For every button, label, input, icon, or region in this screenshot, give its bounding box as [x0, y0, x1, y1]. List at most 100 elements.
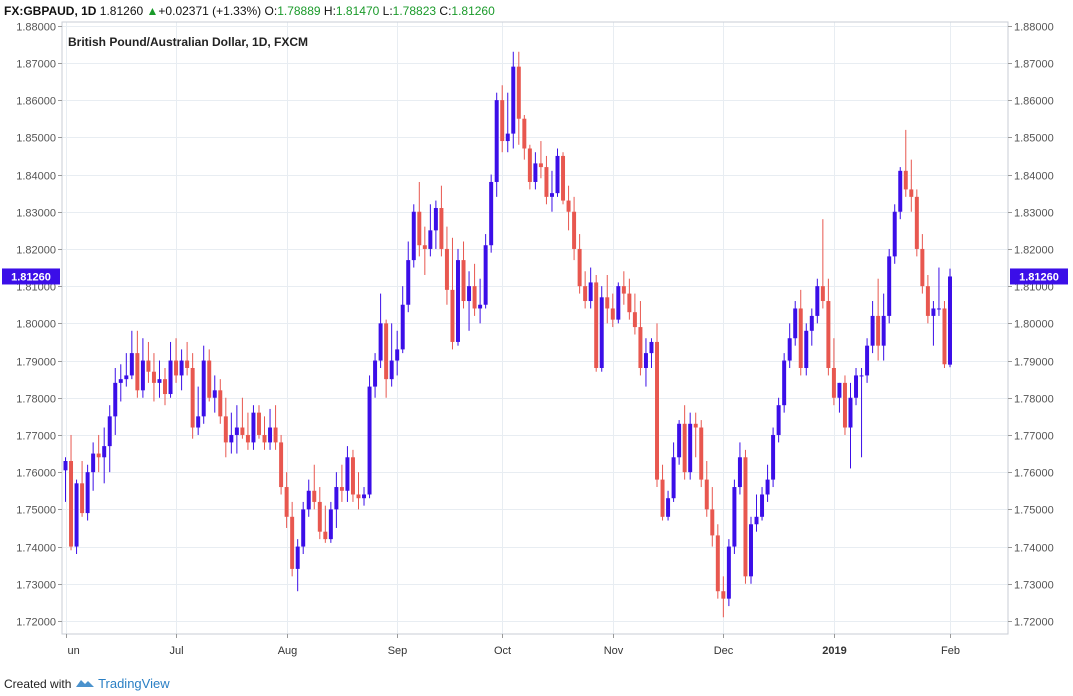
candle-body[interactable] — [91, 453, 96, 473]
candle[interactable] — [837, 382, 842, 413]
candle[interactable] — [433, 200, 438, 249]
candle[interactable] — [793, 301, 798, 346]
candle-body[interactable] — [793, 308, 798, 339]
candle-body[interactable] — [406, 260, 411, 305]
candle-body[interactable] — [444, 248, 449, 290]
candle-body[interactable] — [85, 472, 90, 514]
candle[interactable] — [820, 219, 825, 309]
candle-body[interactable] — [268, 427, 273, 443]
candle[interactable] — [865, 338, 870, 383]
candle-body[interactable] — [478, 304, 483, 309]
candle[interactable] — [196, 386, 201, 435]
candle[interactable] — [262, 416, 267, 450]
candle[interactable] — [561, 152, 566, 205]
candle[interactable] — [74, 479, 79, 555]
candle-body[interactable] — [809, 315, 814, 331]
candle-body[interactable] — [666, 498, 671, 517]
candle[interactable] — [588, 267, 593, 309]
candle-body[interactable] — [616, 286, 621, 320]
candle-body[interactable] — [218, 390, 223, 417]
candle[interactable] — [450, 237, 455, 350]
candle[interactable] — [185, 341, 190, 376]
candle-body[interactable] — [157, 379, 162, 383]
candle[interactable] — [229, 412, 234, 454]
candle[interactable] — [456, 248, 460, 346]
candle[interactable] — [124, 353, 129, 387]
candle[interactable] — [489, 174, 494, 253]
candle-body[interactable] — [870, 315, 875, 346]
candle-body[interactable] — [848, 397, 853, 428]
candle[interactable] — [920, 234, 925, 294]
candle-body[interactable] — [715, 535, 720, 592]
candle-body[interactable] — [279, 442, 284, 488]
candle[interactable] — [942, 301, 947, 368]
candle-body[interactable] — [544, 167, 549, 197]
candle-body[interactable] — [256, 412, 261, 435]
candle[interactable] — [516, 51, 521, 145]
candle-body[interactable] — [765, 479, 770, 495]
candle-body[interactable] — [549, 193, 554, 197]
candle[interactable] — [268, 408, 273, 450]
candle-body[interactable] — [699, 427, 704, 480]
candle[interactable] — [936, 267, 941, 316]
candle[interactable] — [118, 364, 123, 402]
candle-body[interactable] — [737, 457, 742, 488]
candle-body[interactable] — [489, 181, 494, 246]
candle-body[interactable] — [881, 315, 886, 346]
time-axis[interactable]: un Jul Aug Sep Oct Nov Dec 2019 Feb — [66, 634, 960, 657]
candle[interactable] — [914, 189, 919, 257]
candle-body[interactable] — [527, 148, 532, 182]
candle-body[interactable] — [743, 457, 748, 577]
candle[interactable] — [737, 442, 742, 495]
candle-body[interactable] — [118, 379, 123, 383]
candle[interactable] — [870, 301, 875, 354]
candle-body[interactable] — [74, 483, 79, 547]
candle-body[interactable] — [572, 211, 577, 249]
candle-body[interactable] — [389, 360, 394, 380]
candle[interactable] — [898, 167, 903, 220]
candle[interactable] — [605, 274, 610, 324]
candle[interactable] — [190, 353, 195, 439]
candle-body[interactable] — [776, 405, 781, 435]
candle-body[interactable] — [367, 386, 372, 495]
candle-body[interactable] — [428, 230, 433, 249]
candle-body[interactable] — [63, 461, 68, 471]
candle-body[interactable] — [417, 211, 422, 246]
tradingview-brand[interactable]: TradingView — [98, 676, 170, 691]
candle-body[interactable] — [356, 494, 361, 499]
candle[interactable] — [234, 405, 239, 454]
candle-body[interactable] — [317, 501, 322, 532]
candle-body[interactable] — [201, 360, 206, 417]
candle-body[interactable] — [798, 308, 803, 368]
candle[interactable] — [63, 457, 68, 502]
candle[interactable] — [948, 268, 952, 368]
candle[interactable] — [555, 148, 560, 197]
candle-body[interactable] — [312, 490, 317, 502]
candle-body[interactable] — [80, 483, 85, 514]
candle-body[interactable] — [306, 490, 311, 510]
candle-body[interactable] — [163, 379, 167, 395]
candle-body[interactable] — [107, 416, 112, 447]
candle[interactable] — [511, 51, 516, 149]
candle-body[interactable] — [483, 245, 488, 305]
candle[interactable] — [666, 490, 671, 521]
candle[interactable] — [483, 234, 488, 309]
candle[interactable] — [572, 196, 577, 261]
candle[interactable] — [710, 487, 715, 547]
candle-body[interactable] — [295, 546, 300, 569]
candle[interactable] — [909, 159, 914, 212]
candle-body[interactable] — [649, 341, 654, 354]
candle-body[interactable] — [898, 170, 903, 212]
candle-body[interactable] — [140, 360, 145, 391]
candle[interactable] — [295, 539, 300, 592]
candle[interactable] — [85, 464, 90, 521]
candle[interactable] — [854, 367, 859, 406]
candle[interactable] — [306, 479, 311, 517]
candle[interactable] — [538, 141, 543, 179]
candle[interactable] — [881, 293, 886, 361]
candle[interactable] — [748, 516, 753, 584]
candle[interactable] — [400, 286, 405, 354]
candle-body[interactable] — [804, 330, 809, 368]
candle[interactable] — [760, 487, 765, 521]
candle[interactable] — [472, 263, 477, 316]
